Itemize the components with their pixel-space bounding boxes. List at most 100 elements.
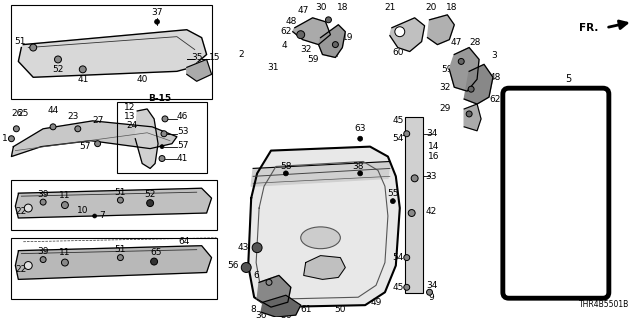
Text: 64: 64 (178, 237, 189, 246)
Polygon shape (428, 15, 454, 44)
Circle shape (468, 86, 474, 92)
Circle shape (61, 259, 68, 266)
Text: 59: 59 (441, 65, 452, 74)
Polygon shape (12, 121, 177, 156)
Circle shape (390, 199, 396, 204)
Text: 28: 28 (469, 38, 481, 47)
Text: 39: 39 (37, 247, 49, 256)
Circle shape (332, 42, 339, 48)
Circle shape (61, 202, 68, 209)
Circle shape (40, 257, 46, 262)
Text: 61: 61 (300, 305, 312, 314)
Circle shape (411, 175, 418, 182)
Text: 4: 4 (281, 41, 287, 50)
Circle shape (24, 204, 32, 212)
Text: 34: 34 (426, 281, 437, 290)
Text: 19: 19 (342, 33, 353, 42)
Text: 40: 40 (136, 75, 148, 84)
Text: 57: 57 (79, 142, 91, 151)
Text: 17: 17 (330, 50, 341, 59)
Text: 26: 26 (12, 109, 23, 118)
Text: 6: 6 (253, 271, 259, 280)
Circle shape (408, 210, 415, 216)
Text: 61: 61 (275, 298, 287, 307)
Bar (12, 180, 218, 230)
Text: 30: 30 (315, 4, 326, 12)
Polygon shape (251, 162, 390, 186)
Polygon shape (187, 60, 212, 81)
Circle shape (266, 279, 272, 285)
Text: 48: 48 (285, 17, 297, 26)
Text: 42: 42 (426, 206, 437, 216)
Text: 18: 18 (337, 4, 348, 12)
Polygon shape (319, 25, 346, 58)
Text: 18: 18 (445, 4, 457, 12)
Text: 8: 8 (250, 305, 256, 314)
Text: 21: 21 (384, 4, 396, 12)
Circle shape (466, 111, 472, 117)
Circle shape (162, 116, 168, 122)
Circle shape (155, 19, 159, 24)
Text: 65: 65 (150, 248, 162, 257)
Circle shape (358, 171, 363, 176)
Text: 27: 27 (92, 116, 103, 125)
Circle shape (40, 199, 46, 205)
Polygon shape (257, 276, 291, 307)
Text: FR.: FR. (579, 23, 598, 33)
Text: 54: 54 (392, 253, 404, 262)
Circle shape (252, 243, 262, 253)
Text: 3: 3 (491, 51, 497, 60)
Bar (12, 238, 218, 299)
Text: THR4B5501B: THR4B5501B (579, 300, 630, 309)
Text: 32: 32 (300, 45, 312, 54)
Text: 32: 32 (439, 83, 451, 92)
Text: 36: 36 (280, 310, 292, 320)
Polygon shape (15, 246, 212, 279)
Circle shape (161, 131, 167, 137)
Text: 53: 53 (177, 127, 188, 136)
Polygon shape (261, 295, 301, 317)
Text: 47: 47 (451, 38, 462, 47)
Polygon shape (390, 18, 424, 52)
Text: 54: 54 (392, 134, 404, 143)
Text: 44: 44 (47, 107, 59, 116)
Text: 62: 62 (280, 27, 292, 36)
Text: 60: 60 (392, 48, 404, 57)
Text: 11: 11 (59, 191, 70, 200)
Text: B-15: B-15 (148, 93, 172, 103)
Text: 48: 48 (489, 73, 500, 82)
Bar (404, 117, 422, 293)
Text: 20: 20 (426, 4, 437, 12)
Polygon shape (248, 147, 400, 307)
Text: 5: 5 (565, 74, 572, 84)
Text: 36: 36 (255, 310, 267, 320)
Circle shape (95, 141, 100, 147)
Text: 41: 41 (177, 154, 188, 163)
Text: 58: 58 (280, 162, 292, 171)
Text: 56: 56 (227, 261, 238, 270)
Text: 33: 33 (426, 172, 437, 181)
Circle shape (159, 156, 165, 162)
Circle shape (8, 136, 14, 142)
Circle shape (297, 31, 305, 39)
Text: 24: 24 (127, 121, 138, 130)
Text: 55: 55 (387, 189, 399, 198)
Circle shape (13, 126, 19, 132)
Circle shape (117, 197, 124, 203)
Text: 39: 39 (37, 190, 49, 199)
Text: 63: 63 (355, 124, 366, 133)
Text: 2: 2 (239, 50, 244, 59)
Text: 41: 41 (77, 75, 88, 84)
Circle shape (404, 284, 410, 290)
Circle shape (93, 214, 97, 218)
Circle shape (458, 59, 464, 64)
Ellipse shape (301, 227, 340, 249)
Text: 10: 10 (77, 205, 88, 214)
Polygon shape (19, 30, 207, 77)
Circle shape (358, 136, 363, 141)
Circle shape (117, 255, 124, 260)
Text: 57: 57 (177, 141, 188, 150)
Circle shape (79, 66, 86, 73)
Polygon shape (15, 188, 212, 218)
Polygon shape (292, 18, 330, 44)
